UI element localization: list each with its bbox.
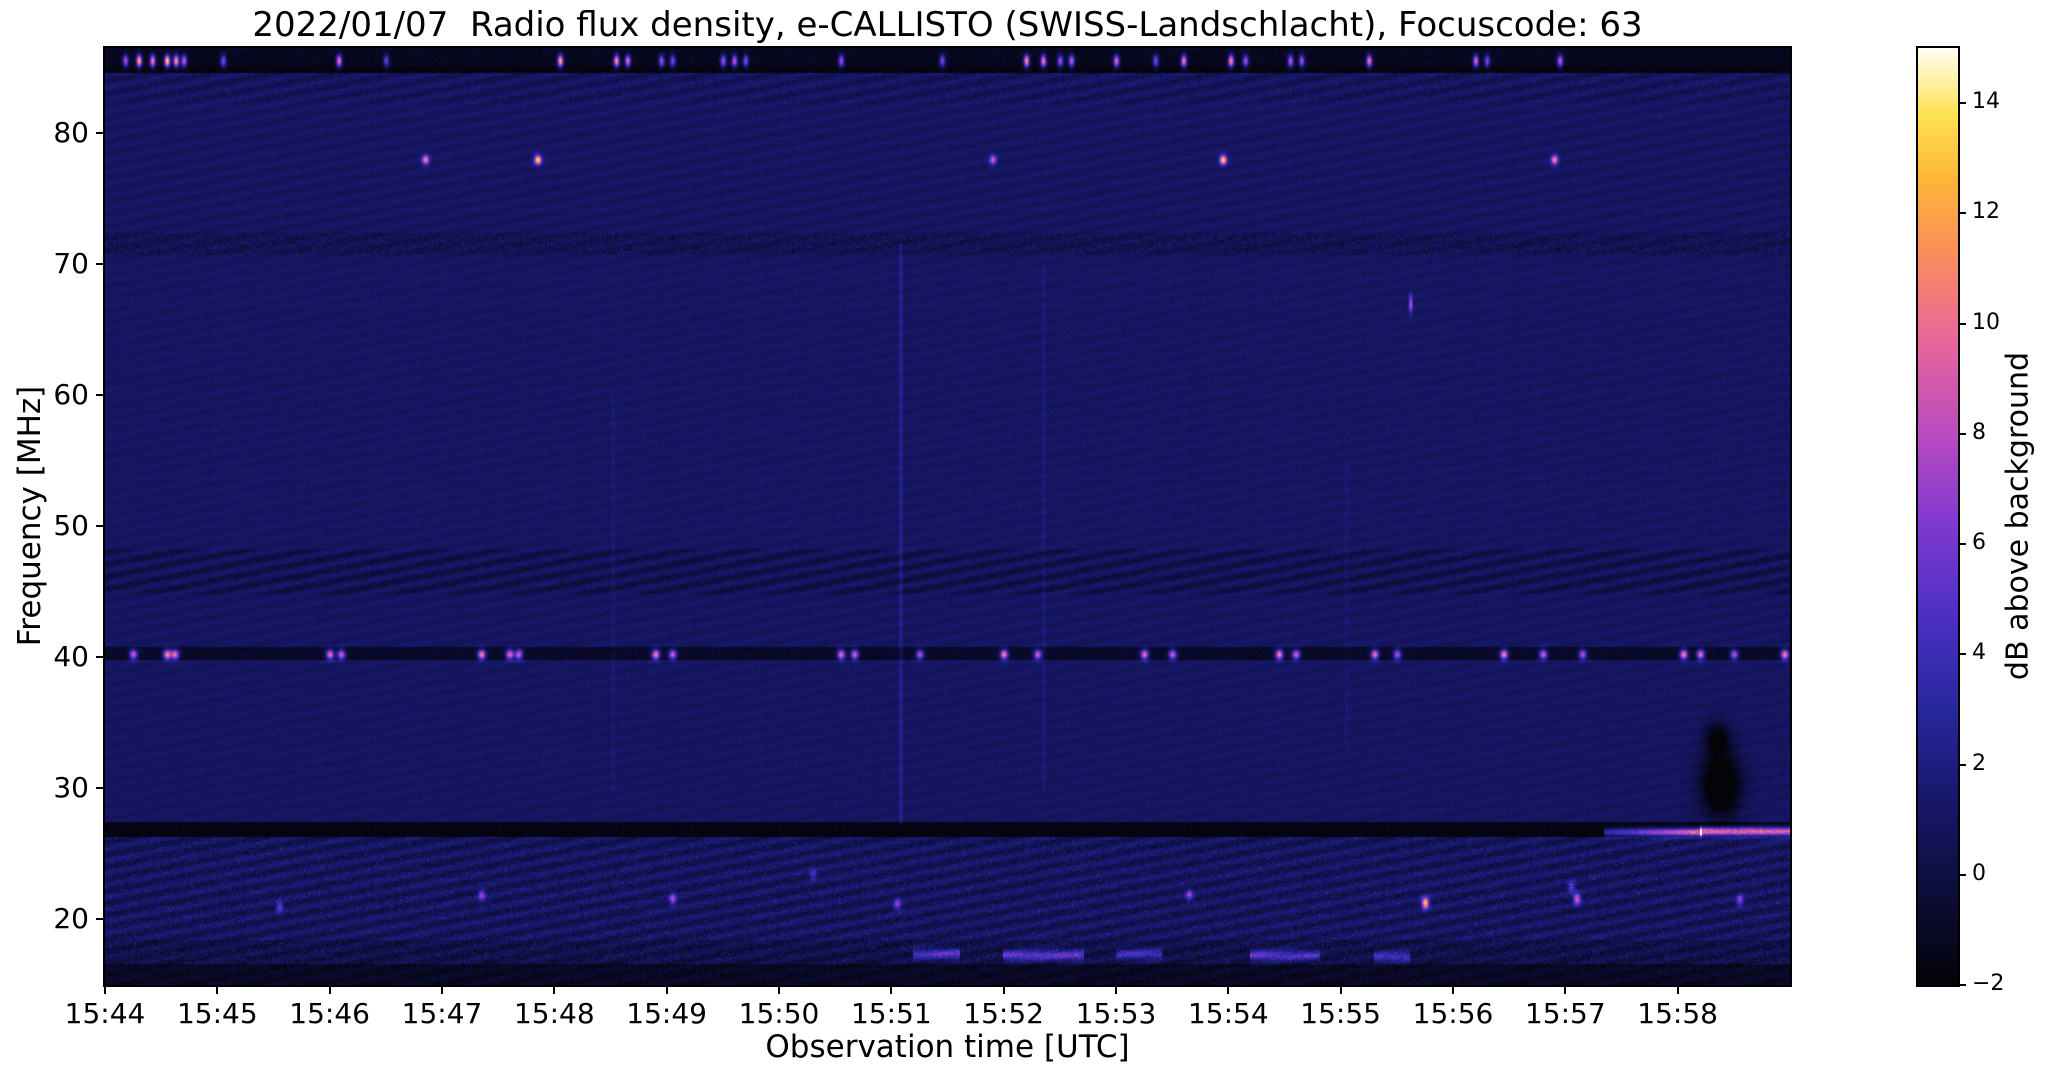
- colorbar-tick-mark: [1958, 212, 1966, 215]
- y-tick-mark: [96, 918, 105, 921]
- x-tick-mark: [1115, 985, 1117, 994]
- colorbar-tick-label: 8: [1972, 419, 1986, 445]
- x-tick-label: 15:44: [64, 997, 146, 1030]
- y-tick-label: 20: [53, 902, 89, 936]
- y-tick-mark: [96, 656, 105, 659]
- y-tick-mark: [96, 394, 105, 397]
- chart-title: 2022/01/07 Radio flux density, e-CALLIST…: [252, 5, 1643, 45]
- x-tick-mark: [553, 985, 556, 994]
- colorbar-tick-label: 0: [1972, 860, 1986, 886]
- colorbar-tick-label: −2: [1972, 971, 2005, 996]
- x-tick-label: 15:48: [513, 997, 595, 1030]
- colorbar-tick-mark: [1958, 873, 1966, 876]
- x-tick-mark: [1452, 985, 1454, 994]
- y-tick-label: 30: [53, 771, 89, 805]
- colorbar-tick-mark: [1958, 763, 1966, 766]
- colorbar-tick-label: 12: [1972, 199, 2000, 225]
- y-tick-mark: [96, 525, 105, 528]
- x-tick-mark: [328, 985, 331, 994]
- y-tick-label: 40: [53, 640, 89, 674]
- colorbar-tick-label: 10: [1972, 309, 2000, 335]
- y-tick-label: 60: [53, 378, 89, 412]
- x-tick-label: 15:54: [1187, 997, 1269, 1030]
- x-tick-label: 15:57: [1524, 997, 1606, 1030]
- x-tick-label: 15:46: [289, 997, 370, 1030]
- x-tick-label: 15:45: [176, 997, 258, 1030]
- x-tick-label: 15:53: [1075, 997, 1157, 1030]
- colorbar-tick-mark: [1958, 653, 1966, 656]
- x-tick-label: 15:56: [1412, 997, 1494, 1030]
- x-tick-mark: [1339, 985, 1342, 994]
- x-tick-label: 15:49: [626, 997, 707, 1030]
- x-tick-mark: [1002, 985, 1005, 994]
- colorbar-tick-label: 6: [1972, 530, 1986, 556]
- x-tick-mark: [778, 985, 780, 994]
- colorbar-tick-label: 2: [1972, 750, 1986, 776]
- y-tick-label: 80: [53, 116, 89, 150]
- x-tick-mark: [1227, 985, 1230, 994]
- x-tick-mark: [890, 985, 893, 994]
- x-tick-mark: [665, 985, 668, 994]
- y-tick-label: 50: [53, 509, 89, 543]
- x-tick-mark: [1564, 985, 1567, 994]
- x-tick-mark: [441, 985, 443, 994]
- colorbar-tick-mark: [1958, 984, 1966, 986]
- colorbar-tick-mark: [1958, 543, 1966, 546]
- y-tick-mark: [96, 263, 105, 266]
- spectrogram-canvas: [103, 46, 1792, 987]
- x-axis-label: Observation time [UTC]: [765, 1029, 1130, 1065]
- x-tick-mark: [104, 985, 106, 994]
- colorbar-label: dB above background: [2000, 351, 2036, 681]
- x-tick-label: 15:51: [850, 997, 932, 1030]
- colorbar-tick-mark: [1958, 432, 1966, 435]
- y-tick-mark: [96, 787, 105, 790]
- x-tick-label: 15:52: [963, 997, 1044, 1030]
- y-tick-label: 70: [53, 247, 89, 281]
- colorbar-tick-label: 14: [1972, 89, 2000, 115]
- colorbar-canvas: [1916, 46, 1960, 987]
- x-tick-label: 15:50: [738, 997, 820, 1030]
- x-tick-label: 15:55: [1300, 997, 1381, 1030]
- x-tick-label: 15:47: [401, 997, 483, 1030]
- y-tick-mark: [96, 132, 105, 135]
- x-tick-label: 15:58: [1637, 997, 1718, 1030]
- colorbar-tick-mark: [1958, 102, 1966, 105]
- x-tick-mark: [1676, 985, 1679, 994]
- colorbar-tick-label: 4: [1972, 640, 1986, 666]
- colorbar-tick-mark: [1958, 322, 1966, 325]
- x-tick-mark: [216, 985, 219, 994]
